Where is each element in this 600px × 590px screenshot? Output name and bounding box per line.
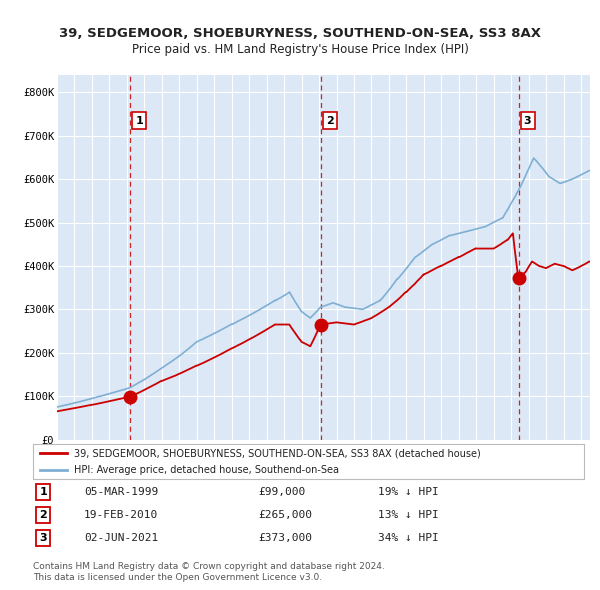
Text: 2: 2 — [326, 116, 334, 126]
Text: £265,000: £265,000 — [258, 510, 312, 520]
Text: Price paid vs. HM Land Registry's House Price Index (HPI): Price paid vs. HM Land Registry's House … — [131, 43, 469, 56]
Text: 1: 1 — [40, 487, 47, 497]
Text: 3: 3 — [524, 116, 532, 126]
Text: HPI: Average price, detached house, Southend-on-Sea: HPI: Average price, detached house, Sout… — [74, 464, 340, 474]
Text: 2: 2 — [40, 510, 47, 520]
Text: 39, SEDGEMOOR, SHOEBURYNESS, SOUTHEND-ON-SEA, SS3 8AX (detached house): 39, SEDGEMOOR, SHOEBURYNESS, SOUTHEND-ON… — [74, 448, 481, 458]
Text: 34% ↓ HPI: 34% ↓ HPI — [378, 533, 439, 543]
Text: 13% ↓ HPI: 13% ↓ HPI — [378, 510, 439, 520]
Text: 39, SEDGEMOOR, SHOEBURYNESS, SOUTHEND-ON-SEA, SS3 8AX: 39, SEDGEMOOR, SHOEBURYNESS, SOUTHEND-ON… — [59, 27, 541, 40]
Text: 05-MAR-1999: 05-MAR-1999 — [84, 487, 158, 497]
Text: This data is licensed under the Open Government Licence v3.0.: This data is licensed under the Open Gov… — [33, 572, 322, 582]
Text: £373,000: £373,000 — [258, 533, 312, 543]
Text: 3: 3 — [40, 533, 47, 543]
Text: £99,000: £99,000 — [258, 487, 305, 497]
Text: 19% ↓ HPI: 19% ↓ HPI — [378, 487, 439, 497]
Text: 19-FEB-2010: 19-FEB-2010 — [84, 510, 158, 520]
Text: Contains HM Land Registry data © Crown copyright and database right 2024.: Contains HM Land Registry data © Crown c… — [33, 562, 385, 571]
Text: 02-JUN-2021: 02-JUN-2021 — [84, 533, 158, 543]
Text: 1: 1 — [135, 116, 143, 126]
